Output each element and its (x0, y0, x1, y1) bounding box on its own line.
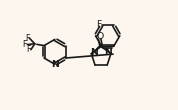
Text: F: F (25, 34, 29, 43)
Text: F: F (26, 45, 31, 54)
Text: O: O (96, 32, 103, 41)
Text: N: N (104, 48, 112, 57)
Text: F: F (23, 40, 27, 49)
Text: F: F (96, 20, 101, 29)
Text: N: N (51, 60, 59, 69)
Text: N: N (90, 48, 98, 57)
